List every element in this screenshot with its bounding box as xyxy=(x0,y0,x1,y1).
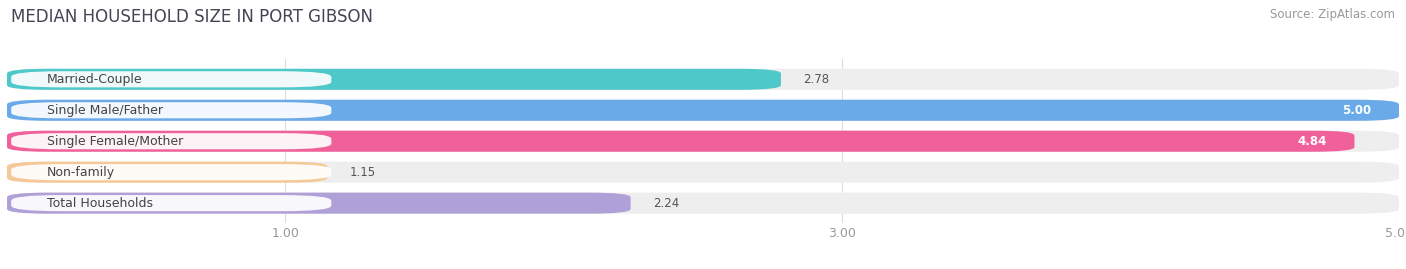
FancyBboxPatch shape xyxy=(11,102,332,118)
FancyBboxPatch shape xyxy=(7,162,1399,183)
Text: 2.24: 2.24 xyxy=(652,197,679,210)
Text: Married-Couple: Married-Couple xyxy=(46,73,142,86)
FancyBboxPatch shape xyxy=(11,164,332,180)
Text: Single Female/Mother: Single Female/Mother xyxy=(46,135,183,148)
FancyBboxPatch shape xyxy=(11,71,332,87)
FancyBboxPatch shape xyxy=(7,69,780,90)
Text: Total Households: Total Households xyxy=(46,197,153,210)
FancyBboxPatch shape xyxy=(7,162,328,183)
FancyBboxPatch shape xyxy=(7,131,1399,152)
FancyBboxPatch shape xyxy=(7,100,1399,121)
FancyBboxPatch shape xyxy=(11,133,332,149)
FancyBboxPatch shape xyxy=(7,100,1399,121)
FancyBboxPatch shape xyxy=(11,195,332,211)
Text: Single Male/Father: Single Male/Father xyxy=(46,104,163,117)
FancyBboxPatch shape xyxy=(7,193,1399,214)
FancyBboxPatch shape xyxy=(7,69,1399,90)
Text: Non-family: Non-family xyxy=(46,166,115,179)
Text: Source: ZipAtlas.com: Source: ZipAtlas.com xyxy=(1270,8,1395,21)
Text: MEDIAN HOUSEHOLD SIZE IN PORT GIBSON: MEDIAN HOUSEHOLD SIZE IN PORT GIBSON xyxy=(11,8,373,26)
Text: 1.15: 1.15 xyxy=(350,166,375,179)
FancyBboxPatch shape xyxy=(7,193,631,214)
Text: 2.78: 2.78 xyxy=(803,73,830,86)
FancyBboxPatch shape xyxy=(7,131,1354,152)
Text: 4.84: 4.84 xyxy=(1298,135,1327,148)
Text: 5.00: 5.00 xyxy=(1341,104,1371,117)
